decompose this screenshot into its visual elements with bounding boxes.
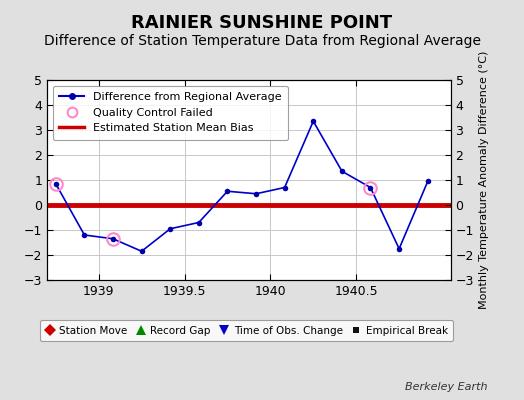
Text: RAINIER SUNSHINE POINT: RAINIER SUNSHINE POINT: [132, 14, 392, 32]
Legend: Difference from Regional Average, Quality Control Failed, Estimated Station Mean: Difference from Regional Average, Qualit…: [53, 86, 288, 140]
Text: Berkeley Earth: Berkeley Earth: [405, 382, 487, 392]
Y-axis label: Monthly Temperature Anomaly Difference (°C): Monthly Temperature Anomaly Difference (…: [479, 51, 489, 309]
Text: Difference of Station Temperature Data from Regional Average: Difference of Station Temperature Data f…: [43, 34, 481, 48]
Legend: Station Move, Record Gap, Time of Obs. Change, Empirical Break: Station Move, Record Gap, Time of Obs. C…: [39, 320, 453, 341]
